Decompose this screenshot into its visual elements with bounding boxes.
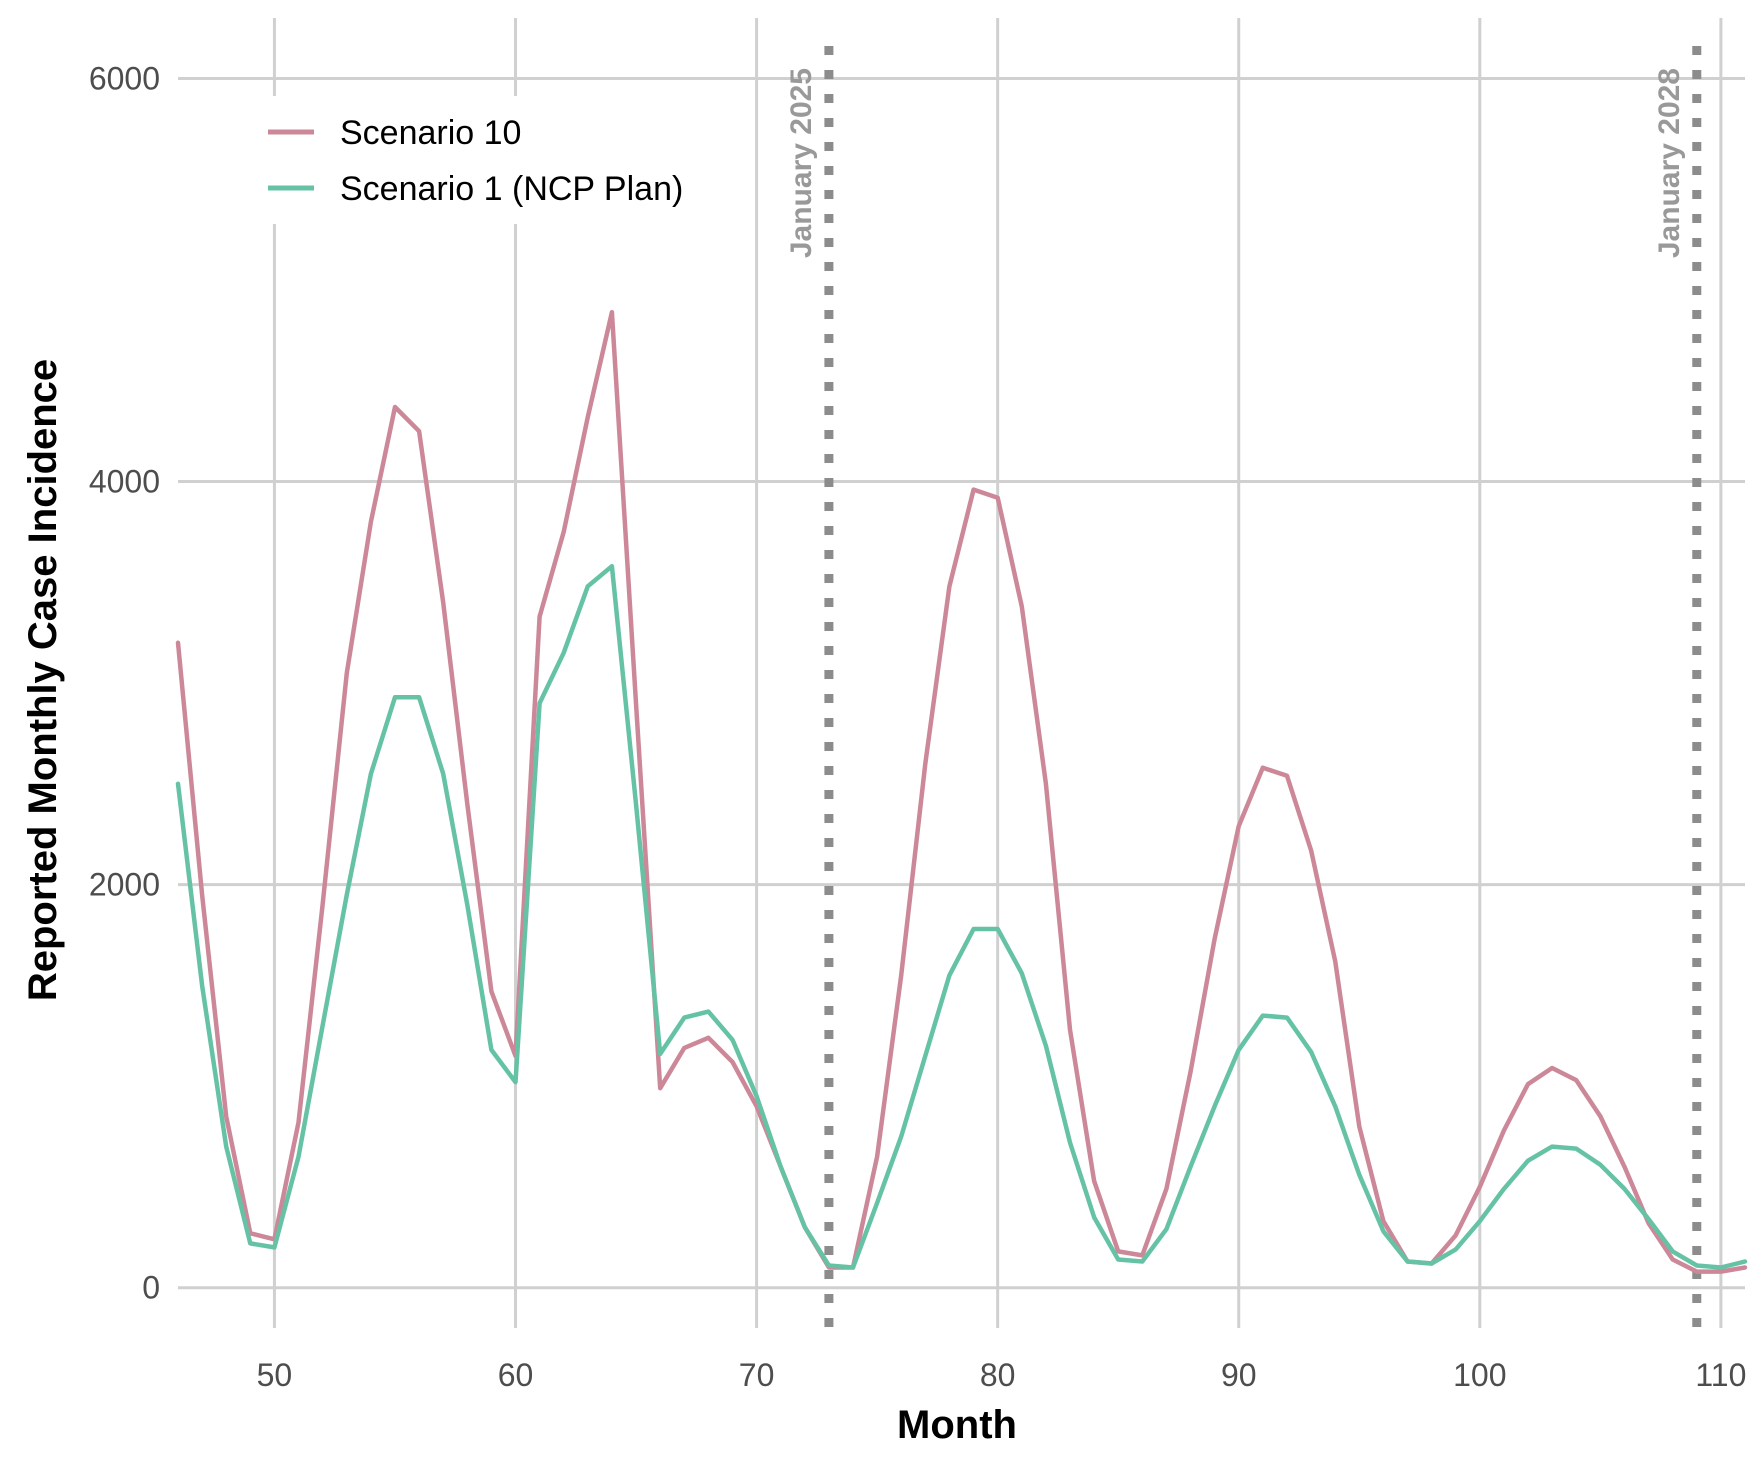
x-axis-title: Month: [897, 1403, 1017, 1447]
annotation-lines: January 2025 January 2028: [785, 46, 1702, 1328]
x-tick-label-90: 90: [1221, 1357, 1257, 1393]
legend-background: [236, 96, 752, 224]
legend: Scenario 10 Scenario 1 (NCP Plan): [236, 96, 752, 224]
y-tick-label-6000: 6000: [89, 60, 160, 96]
series-line-1: [175, 309, 1748, 1274]
x-tick-label-100: 100: [1453, 1357, 1506, 1393]
x-tick-label-50: 50: [257, 1357, 293, 1393]
y-tick-label-0: 0: [142, 1270, 160, 1306]
series-line-2: [175, 563, 1748, 1270]
y-tick-label-2000: 2000: [89, 867, 160, 903]
x-tick-label-60: 60: [498, 1357, 534, 1393]
annotation-label-2: January 2028: [1653, 68, 1686, 258]
x-tick-label-80: 80: [980, 1357, 1016, 1393]
tick-labels: 50 60 70 80 90 100 110 0 2000 4000 6000: [89, 60, 1747, 1393]
series-lines: [175, 309, 1748, 1274]
x-tick-label-110: 110: [1695, 1357, 1746, 1393]
y-tick-label-4000: 4000: [89, 464, 160, 500]
legend-label-1: Scenario 10: [340, 114, 521, 152]
grid: [178, 18, 1745, 1328]
x-tick-label-70: 70: [739, 1357, 775, 1393]
annotation-label-1: January 2025: [785, 68, 818, 258]
y-axis-title: Reported Monthly Case Incidence: [21, 359, 65, 1001]
legend-label-2: Scenario 1 (NCP Plan): [340, 170, 683, 208]
